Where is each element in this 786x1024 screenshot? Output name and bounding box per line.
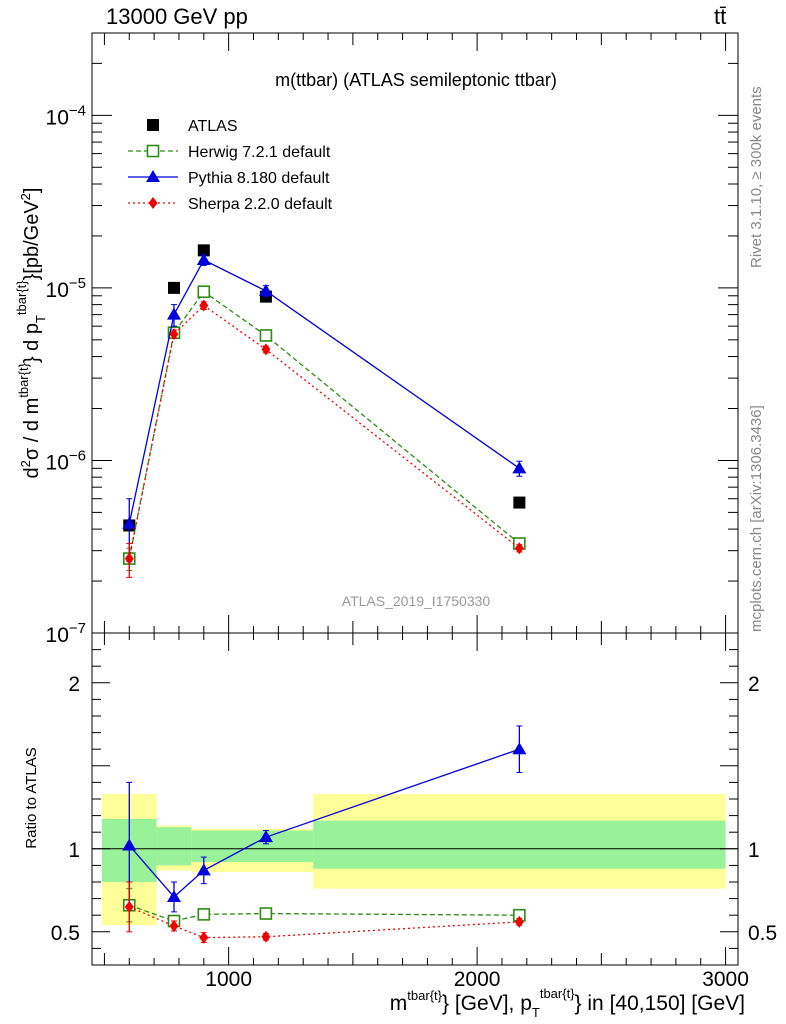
ratio-y-tick-label: 0.5 — [51, 922, 80, 945]
legend-label-pythia-8-180-default: Pythia 8.180 default — [188, 170, 330, 187]
analysis-watermark: ATLAS_2019_I1750330 — [342, 593, 491, 609]
plot-title: m(ttbar) (ATLAS semileptonic ttbar) — [275, 70, 557, 90]
x-tick-label: 1000 — [205, 968, 252, 991]
legend-label-atlas: ATLAS — [188, 118, 238, 135]
ratio-y-tick-label-right: 1 — [748, 839, 760, 862]
pythia-8-180-default-point — [122, 838, 137, 851]
header-left-label: 13000 GeV pp — [106, 4, 248, 29]
pythia-8-180-default-point — [122, 516, 137, 529]
pythia-8-180-default-point — [512, 461, 527, 474]
y-tick-label: 10−5 — [46, 275, 86, 302]
legend-marker-sherpa-2-2-0-default — [148, 197, 158, 209]
pythia-8-180-default-point — [258, 830, 273, 843]
sherpa-2-2-0-default-point — [514, 542, 524, 555]
sherpa-2-2-0-default-point — [199, 931, 209, 944]
legend-label-herwig-7-2-1-default: Herwig 7.2.1 default — [188, 144, 331, 161]
sherpa-2-2-0-default-point — [261, 930, 271, 943]
rivet-note: Rivet 3.1.10, ≥ 300k events — [748, 86, 765, 268]
y-tick-label: 10−6 — [46, 447, 86, 474]
legend-marker-atlas — [147, 119, 159, 131]
sherpa-2-2-0-default-point — [261, 343, 271, 356]
pythia-8-180-default-point — [258, 283, 273, 296]
header-right-label: tt̄ — [714, 4, 727, 29]
pythia-8-180-default-line — [128, 259, 520, 524]
y-tick-label: 10−7 — [46, 620, 86, 647]
pythia-8-180-default-point — [196, 863, 211, 876]
sherpa-2-2-0-default-point — [514, 915, 524, 928]
pythia-8-180-default-point — [512, 742, 527, 755]
atlas-point — [197, 244, 210, 257]
uncertainty-band-inner-1 — [156, 827, 192, 866]
sherpa-2-2-0-default-point — [199, 299, 209, 312]
pythia-8-180-default-point — [166, 889, 181, 902]
herwig-7-2-1-default-line — [129, 904, 520, 922]
uncertainty-band-inner-2 — [191, 830, 314, 863]
x-axis-label: mtbar{t}} [GeV], pTtbar{t}} in [40,150] … — [390, 986, 745, 1020]
pythia-8-180-default-point — [196, 253, 211, 266]
herwig-7-2-1-default-point — [197, 908, 211, 921]
uncertainty-band-inner-3 — [313, 820, 726, 869]
ratio-y-tick-label-right: 0.5 — [748, 922, 777, 945]
y-tick-label: 10−4 — [46, 102, 86, 129]
ratio-y-tick-label-right: 2 — [748, 673, 760, 696]
herwig-7-2-1-default-point — [197, 285, 211, 299]
ratio-y-tick-label: 2 — [68, 673, 80, 696]
sherpa-2-2-0-default-point — [124, 900, 134, 913]
legend-marker-pythia-8-180-default — [146, 170, 160, 182]
source-note: mcplots.cern.ch [arXiv:1306.3436] — [748, 405, 765, 632]
atlas-point — [167, 281, 180, 294]
atlas-point — [513, 496, 526, 509]
sherpa-2-2-0-default-line — [128, 304, 520, 559]
pythia-8-180-default-point — [166, 307, 181, 320]
sherpa-2-2-0-default-line — [129, 906, 520, 939]
herwig-7-2-1-default-point — [259, 907, 273, 920]
sherpa-2-2-0-default-point — [169, 328, 179, 341]
x-tick-label: 3000 — [702, 968, 749, 991]
sherpa-2-2-0-default-point — [169, 919, 179, 932]
ratio-y-axis-label: Ratio to ATLAS — [23, 747, 40, 848]
sherpa-2-2-0-default-point — [124, 552, 134, 565]
herwig-7-2-1-default-point — [259, 329, 273, 342]
legend-label-sherpa-2-2-0-default: Sherpa 2.2.0 default — [188, 196, 333, 213]
x-tick-label: 2000 — [454, 968, 501, 991]
ratio-y-tick-label: 1 — [68, 839, 80, 862]
legend-marker-herwig-7-2-1-default — [146, 144, 160, 158]
y-axis-label: d2σ / d mtbar{t}} d pTtbar{t}}[pb/GeV2] — [14, 188, 48, 479]
